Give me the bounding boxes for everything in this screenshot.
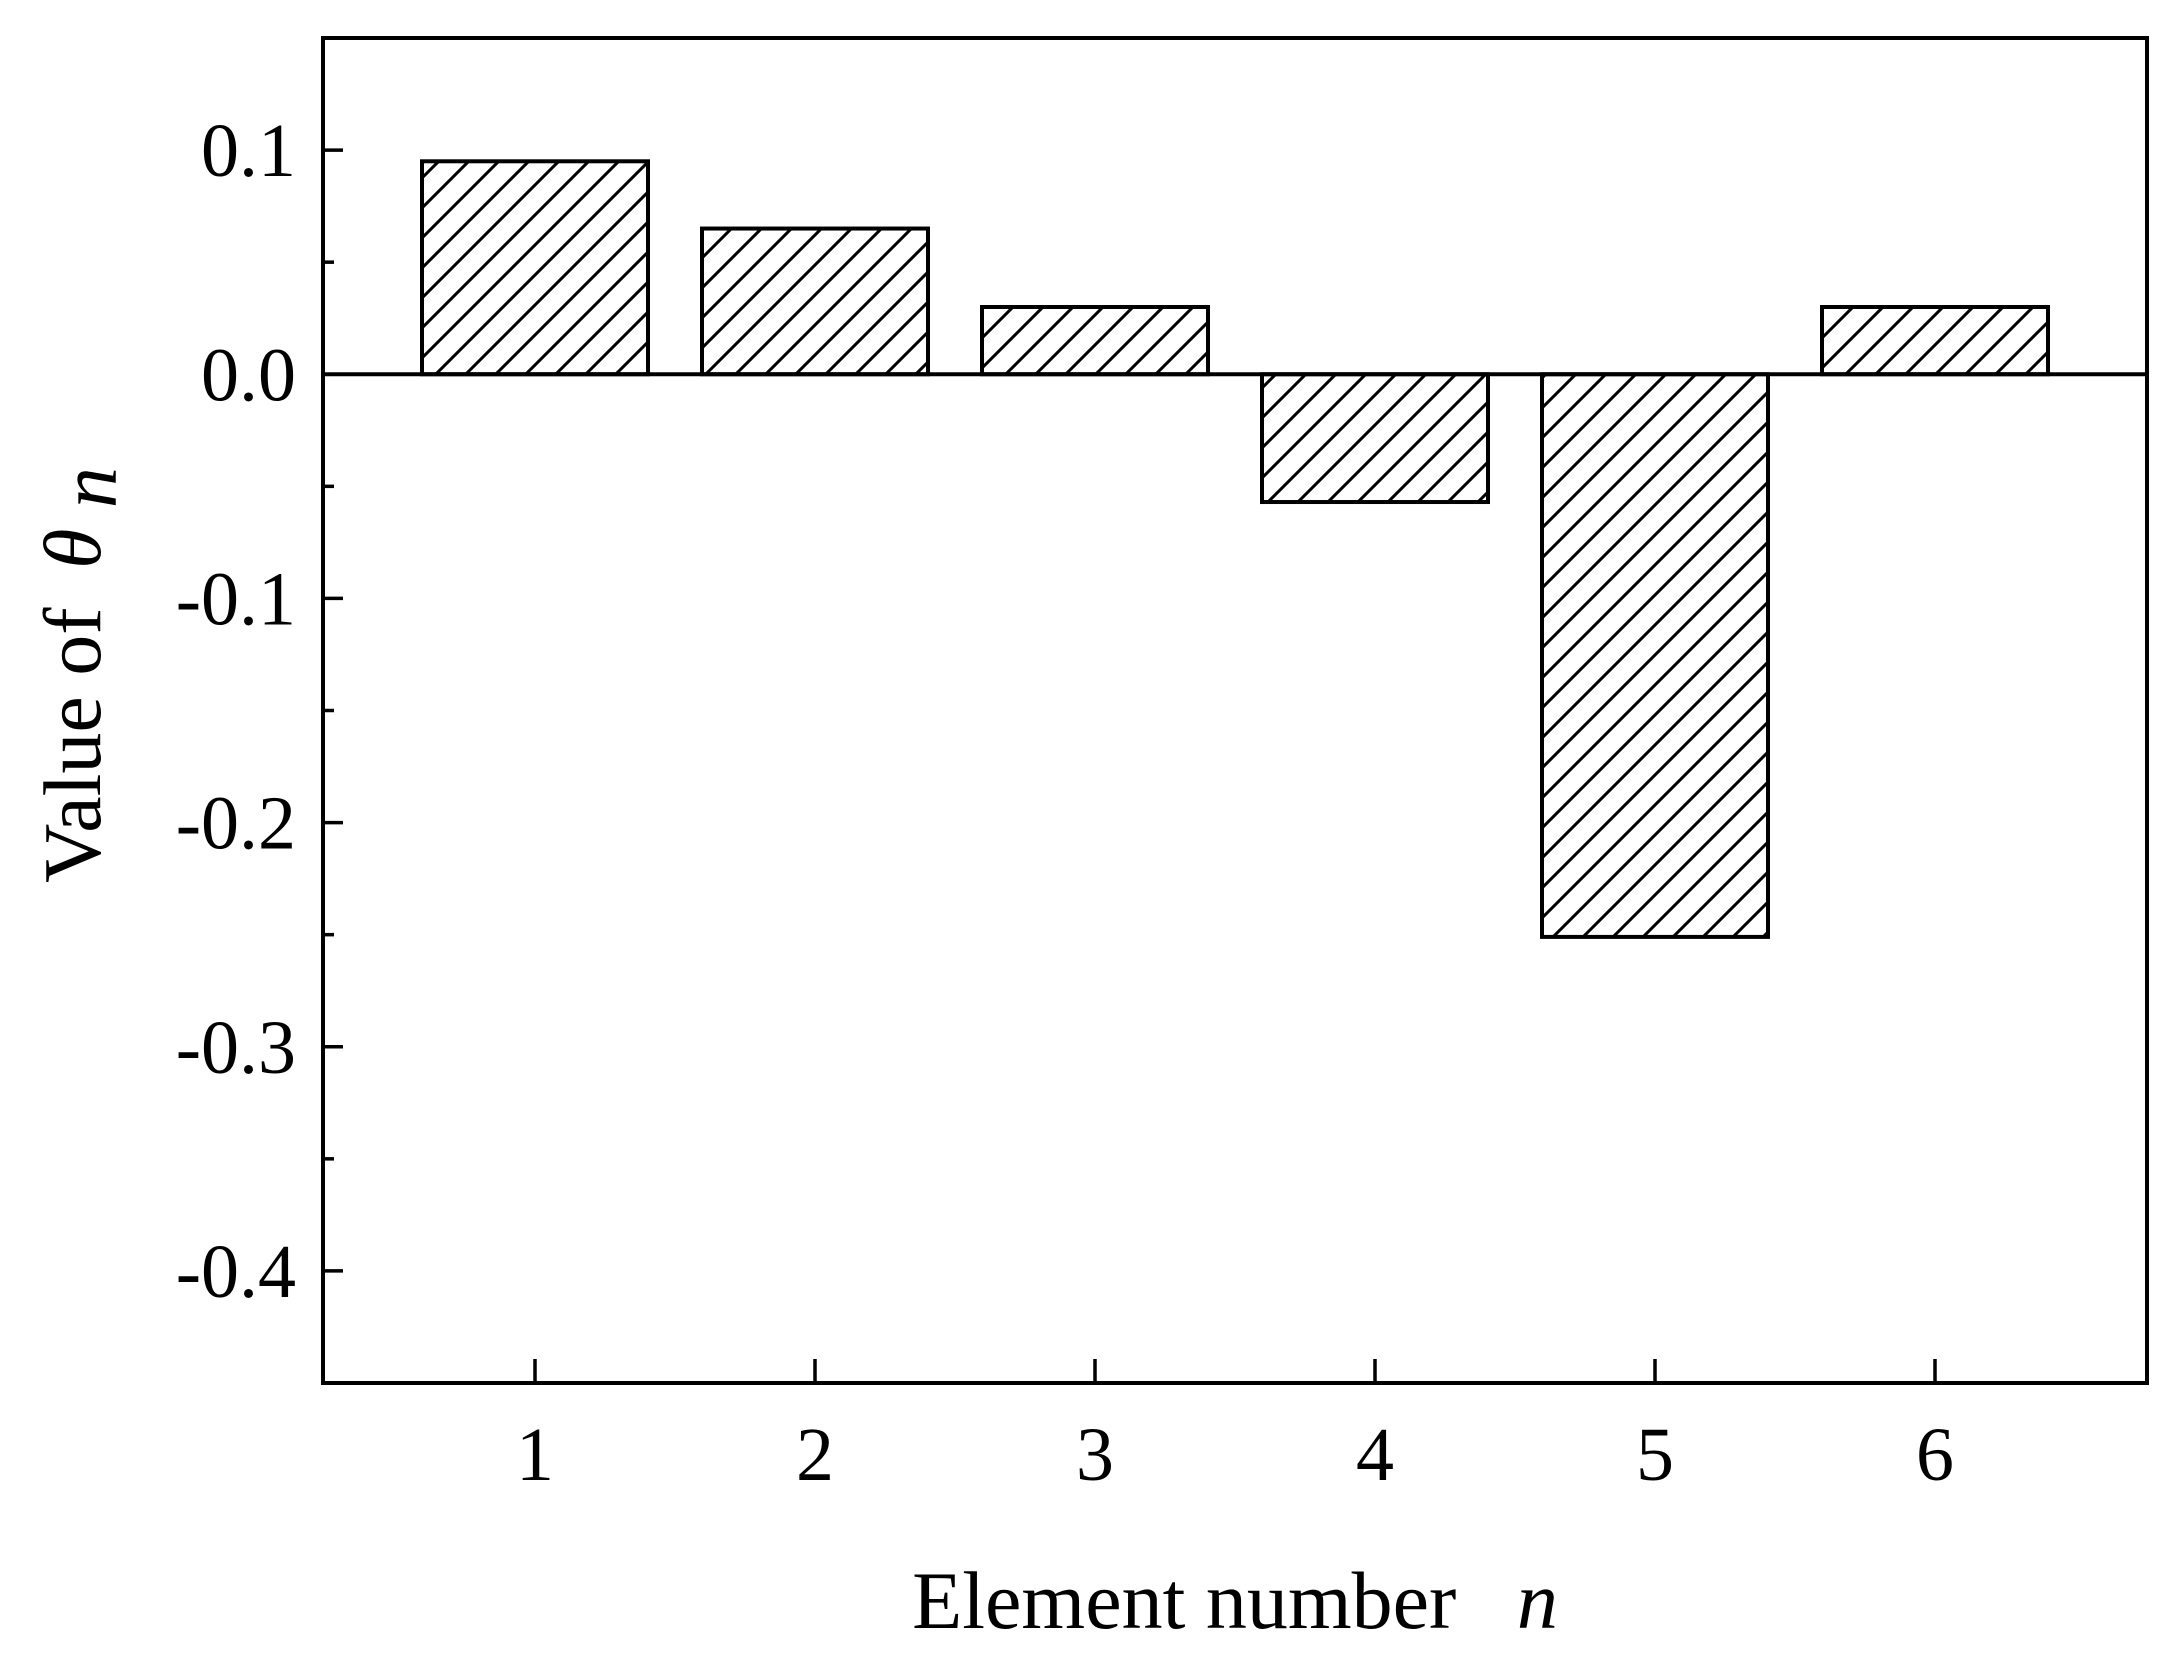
y-tick-label: -0.2 bbox=[176, 782, 296, 866]
bar-5 bbox=[1540, 372, 1770, 939]
y-axis-title: Value of θ n bbox=[27, 467, 134, 883]
plot-frame bbox=[321, 36, 2149, 1385]
bar-3 bbox=[980, 305, 1210, 377]
y-tick-label: 0.1 bbox=[201, 109, 296, 193]
y-tick-label: 0.0 bbox=[201, 333, 296, 417]
y-axis-title-subscript: n bbox=[43, 467, 134, 508]
y-tick-label: -0.3 bbox=[176, 1006, 296, 1090]
bar-6 bbox=[1820, 305, 2050, 377]
bar-4 bbox=[1260, 372, 1490, 505]
y-axis-title-text: Value of bbox=[27, 607, 118, 883]
x-tick-label: 1 bbox=[516, 1413, 554, 1497]
x-tick-label: 3 bbox=[1076, 1413, 1114, 1497]
bar-2 bbox=[700, 226, 930, 377]
y-tick-label: -0.1 bbox=[176, 557, 296, 641]
bar-1 bbox=[420, 159, 650, 377]
tick-labels-layer: 0.1 0.0 -0.1 -0.2 -0.3 -0.4 1 2 3 4 5 6 bbox=[176, 109, 1954, 1497]
y-tick-label: -0.4 bbox=[176, 1230, 296, 1314]
x-tick-label: 6 bbox=[1916, 1413, 1954, 1497]
y-axis-title-symbol: θ bbox=[27, 529, 118, 569]
x-tick-label: 4 bbox=[1356, 1413, 1394, 1497]
bars-layer bbox=[420, 159, 2050, 939]
x-axis-title: Element number n bbox=[912, 1555, 1558, 1646]
x-axis-title-variable: n bbox=[1517, 1555, 1558, 1646]
x-axis-title-text: Element number bbox=[912, 1555, 1456, 1646]
x-tick-label: 5 bbox=[1636, 1413, 1674, 1497]
x-tick-label: 2 bbox=[796, 1413, 834, 1497]
